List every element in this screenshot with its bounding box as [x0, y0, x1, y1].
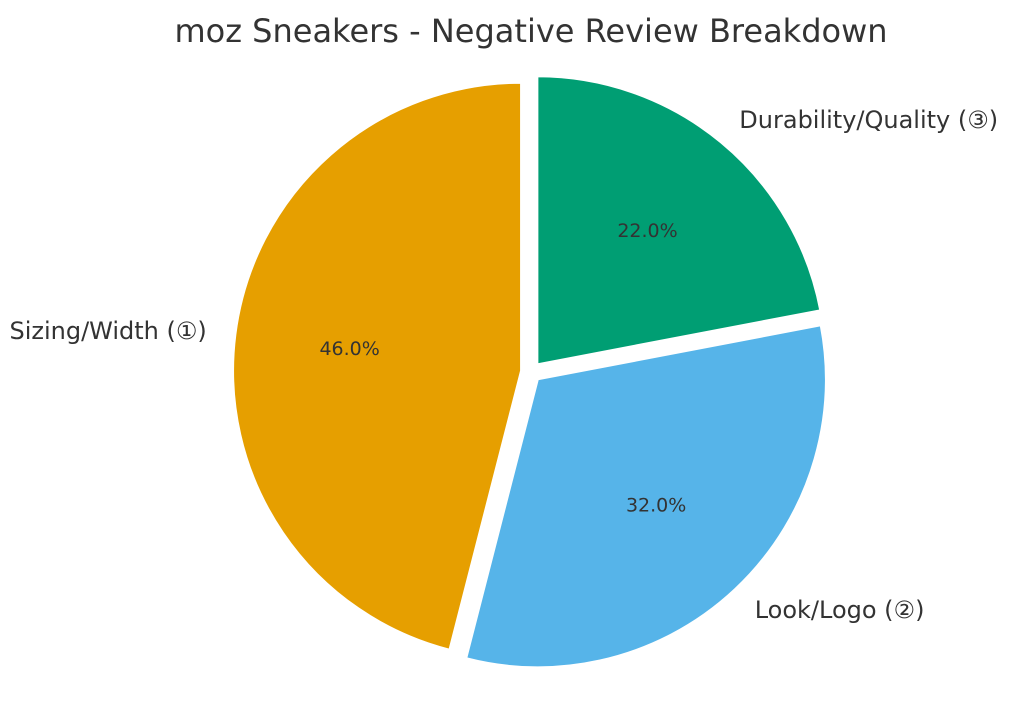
slice-category-label: Look/Logo (②)	[755, 596, 925, 624]
slice-percentage-label: 22.0%	[617, 220, 677, 242]
slice-percentage-label: 32.0%	[626, 494, 686, 516]
pie-labels: 22.0% Durability/Quality (③) 32.0% Look/Log…	[9, 106, 998, 624]
slice-category-label: Sizing/Width (①)	[9, 317, 206, 345]
pie-slice	[536, 75, 822, 366]
pie-slice	[232, 81, 523, 651]
slice-category-label: Durability/Quality (③)	[739, 106, 998, 134]
slice-percentage-label: 46.0%	[319, 338, 379, 360]
chart-title: moz Sneakers - Negative Review Breakdown	[174, 12, 887, 50]
pie-slices	[232, 75, 827, 669]
pie-slice	[465, 324, 827, 669]
